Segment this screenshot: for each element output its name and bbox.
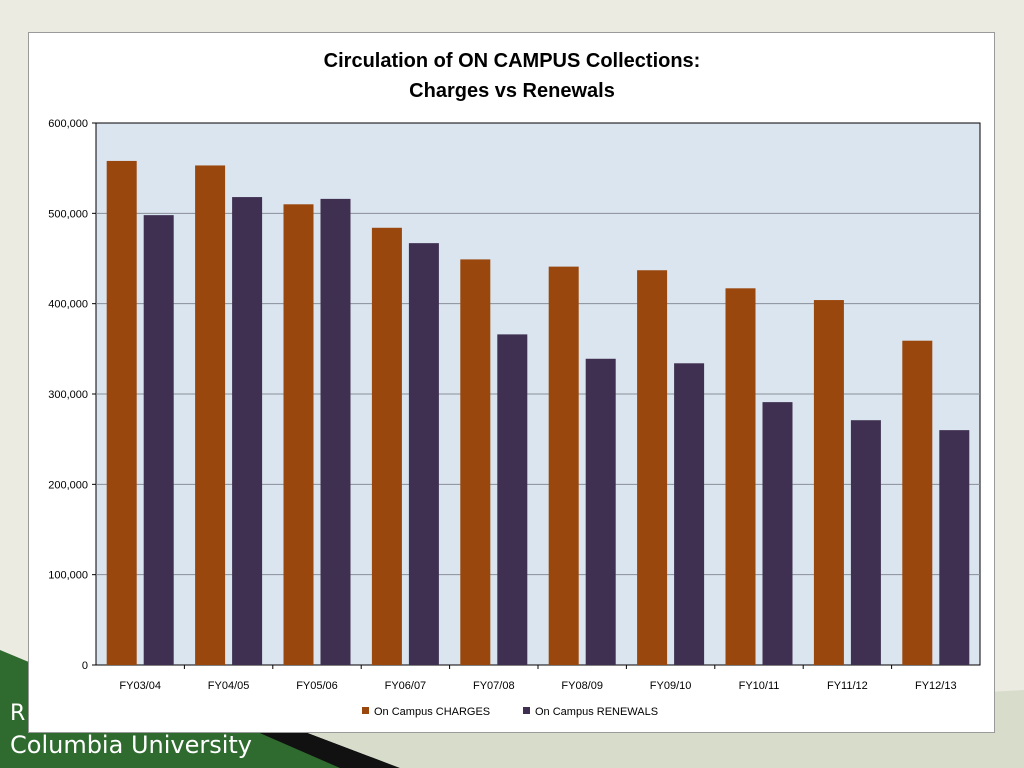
x-tick-label: FY08/09 xyxy=(561,680,603,692)
legend-label: On Campus RENEWALS xyxy=(535,706,658,718)
bar-renewals xyxy=(939,430,970,665)
bar-renewals xyxy=(762,402,793,665)
y-tick-label: 400,000 xyxy=(48,299,88,311)
legend-swatch xyxy=(523,707,530,714)
bar-renewals xyxy=(320,198,351,665)
bar-charges xyxy=(195,165,226,665)
x-tick-label: FY06/07 xyxy=(385,680,427,692)
y-tick-label: 100,000 xyxy=(48,570,88,582)
legend-swatch xyxy=(362,707,369,714)
bar-charges xyxy=(283,204,314,666)
green-band-decoration xyxy=(0,650,420,768)
legend-label: On Campus CHARGES xyxy=(374,706,490,718)
y-tick-label: 0 xyxy=(82,660,88,672)
bar-renewals xyxy=(585,358,616,665)
bar-charges xyxy=(637,270,668,665)
chart-title: Circulation of ON CAMPUS Collections: xyxy=(324,50,701,72)
bar-charges xyxy=(371,227,402,665)
y-axis-ticks: 0 100,000 200,000 300,000 400,000 500,000 600,… xyxy=(48,118,96,672)
bar-renewals xyxy=(497,334,528,665)
bar-charges xyxy=(725,288,756,665)
bar-charges xyxy=(106,160,137,665)
bar-charges xyxy=(813,300,844,665)
footer-line1: R xyxy=(10,701,26,726)
x-axis-ticks: FY03/04 FY04/05 FY05/06 FY06/07 FY07/08 FY08/… xyxy=(119,665,957,692)
x-tick-label: FY05/06 xyxy=(296,680,338,692)
bar-renewals xyxy=(143,215,174,665)
x-tick-label: FY11/12 xyxy=(827,680,868,692)
y-tick-label: 600,000 xyxy=(48,118,88,130)
bar-renewals xyxy=(850,420,881,665)
chart-container: Circulation of ON CAMPUS Collections: Ch… xyxy=(28,32,995,733)
footer-organization: Columbia University xyxy=(10,731,253,759)
y-tick-label: 200,000 xyxy=(48,479,88,491)
x-tick-label: FY04/05 xyxy=(208,680,250,692)
x-tick-label: FY12/13 xyxy=(915,680,957,692)
bar-charges xyxy=(548,266,579,665)
y-tick-label: 300,000 xyxy=(48,389,88,401)
y-tick-label: 500,000 xyxy=(48,208,88,220)
x-tick-label: FY03/04 xyxy=(119,680,161,692)
legend: On Campus CHARGES On Campus RENEWALS xyxy=(362,706,658,718)
bars xyxy=(106,160,970,666)
x-tick-label: FY09/10 xyxy=(650,680,692,692)
bar-renewals xyxy=(408,243,439,666)
bar-charges xyxy=(902,340,933,665)
bar-renewals xyxy=(674,363,705,665)
chart-svg: Circulation of ON CAMPUS Collections: Ch… xyxy=(48,50,981,718)
x-tick-label: FY07/08 xyxy=(473,680,515,692)
bar-renewals xyxy=(232,197,263,665)
bar-charges xyxy=(460,259,491,665)
chart-subtitle: Charges vs Renewals xyxy=(409,80,615,102)
x-tick-label: FY10/11 xyxy=(739,680,780,692)
